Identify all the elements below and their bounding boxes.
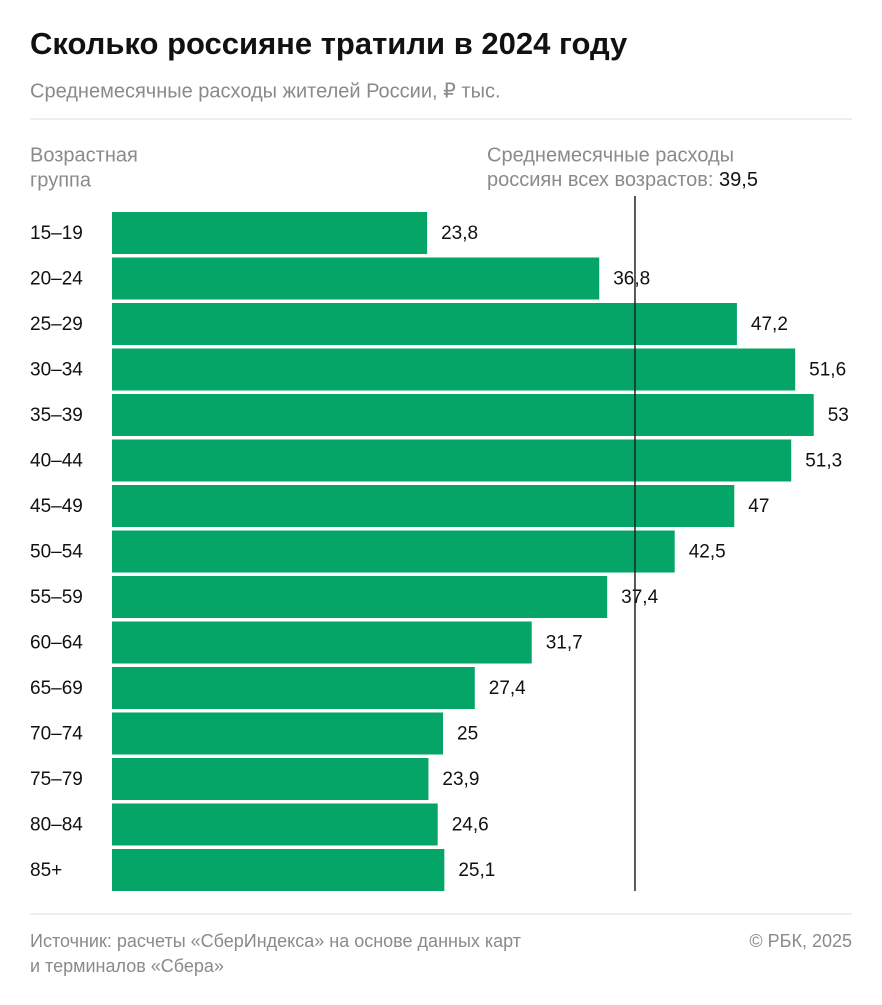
bar xyxy=(112,849,445,891)
value-label: 23,8 xyxy=(441,223,478,244)
y-tick-label: 25–29 xyxy=(30,314,83,335)
y-tick-label: 75–79 xyxy=(30,769,83,790)
reference-value: 39,5 xyxy=(719,169,758,191)
chart-subtitle: Среднемесячные расходы жителей России, ₽… xyxy=(30,80,501,102)
bar xyxy=(112,576,608,618)
y-tick-label: 45–49 xyxy=(30,496,83,517)
reference-label: россиян всех возрастов: 39,5 xyxy=(487,169,758,191)
bar xyxy=(112,439,792,482)
y-tick-label: 20–24 xyxy=(30,269,83,290)
y-tick-label: 85+ xyxy=(30,860,62,881)
source: и терминалов «Сбера» xyxy=(30,956,224,976)
value-label: 27,4 xyxy=(489,678,526,699)
bar xyxy=(112,803,438,846)
axis-label: группа xyxy=(30,169,92,191)
y-tick-label: 80–84 xyxy=(30,815,83,836)
bar xyxy=(112,394,814,436)
value-label: 36,8 xyxy=(613,269,650,290)
value-label: 51,6 xyxy=(809,360,846,381)
chart-title: Сколько россияне тратили в 2024 году xyxy=(30,26,628,61)
y-tick-label: 50–54 xyxy=(30,542,83,563)
value-label: 51,3 xyxy=(805,451,842,472)
bar xyxy=(112,667,475,709)
axis-label: Возрастная xyxy=(30,144,138,166)
credit: © РБК, 2025 xyxy=(749,931,852,951)
value-label: 31,7 xyxy=(546,633,583,654)
bar xyxy=(112,485,735,527)
value-label: 47,2 xyxy=(751,314,788,335)
y-tick-label: 55–59 xyxy=(30,587,83,608)
value-label: 25,1 xyxy=(458,860,495,881)
y-tick-label: 65–69 xyxy=(30,678,83,699)
value-label: 23,9 xyxy=(442,769,479,790)
y-tick-label: 35–39 xyxy=(30,405,83,426)
y-tick-label: 60–64 xyxy=(30,633,83,654)
value-label: 24,6 xyxy=(452,815,489,836)
bar xyxy=(112,530,675,573)
y-tick-label: 30–34 xyxy=(30,360,83,381)
y-tick-label: 15–19 xyxy=(30,223,83,244)
reference-label: Среднемесячные расходы xyxy=(487,144,734,166)
value-label: 25 xyxy=(457,724,478,745)
y-tick-label: 40–44 xyxy=(30,451,83,472)
y-tick-label: 70–74 xyxy=(30,724,83,745)
value-label: 47 xyxy=(748,496,769,517)
bar xyxy=(112,212,428,254)
reference-label: россиян всех возрастов: xyxy=(487,169,713,191)
bar xyxy=(112,257,600,300)
bar xyxy=(112,621,532,664)
source: Источник: расчеты «СберИндекса» на основ… xyxy=(30,931,521,951)
bar xyxy=(112,348,796,391)
bar xyxy=(112,712,443,755)
value-label: 42,5 xyxy=(689,542,726,563)
bar xyxy=(112,758,429,800)
bar xyxy=(112,303,737,345)
value-label: 53 xyxy=(828,405,849,426)
value-label: 37,4 xyxy=(621,587,658,608)
